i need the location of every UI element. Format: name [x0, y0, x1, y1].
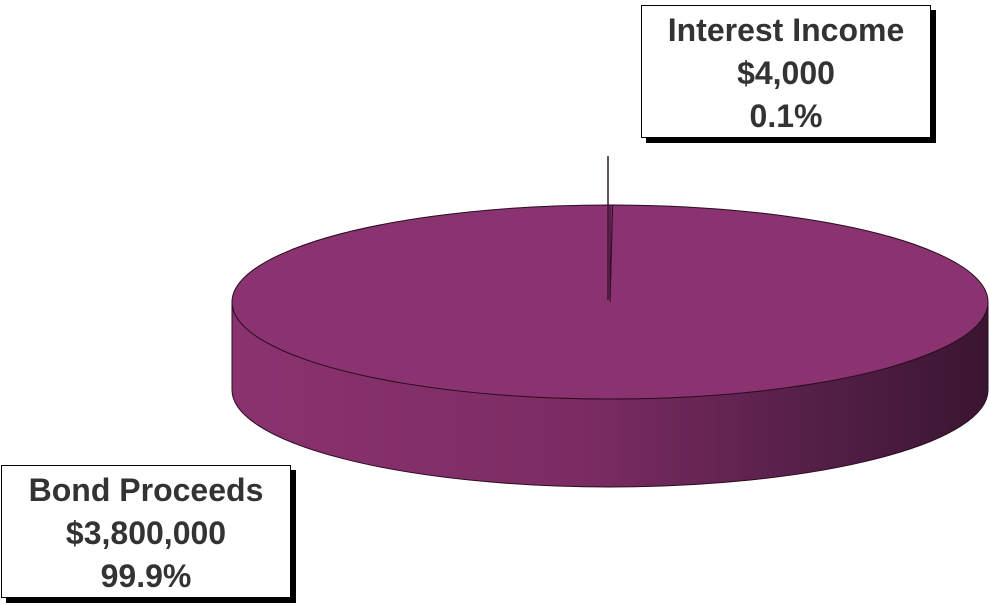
slice-label: Interest Income: [667, 12, 905, 48]
slice-value: $4,000: [737, 55, 835, 91]
slice-percent: 0.1%: [749, 98, 823, 134]
data-label-bond-proceeds: Bond Proceeds $3,800,000 99.9%: [1, 465, 291, 598]
slice-value: $3,800,000: [65, 515, 227, 551]
pie-slice-interest-income: [609, 204, 614, 303]
slice-percent: 99.9%: [100, 558, 192, 594]
data-label-interest-income: Interest Income $4,000 0.1%: [641, 5, 931, 138]
slice-label: Bond Proceeds: [28, 472, 264, 508]
